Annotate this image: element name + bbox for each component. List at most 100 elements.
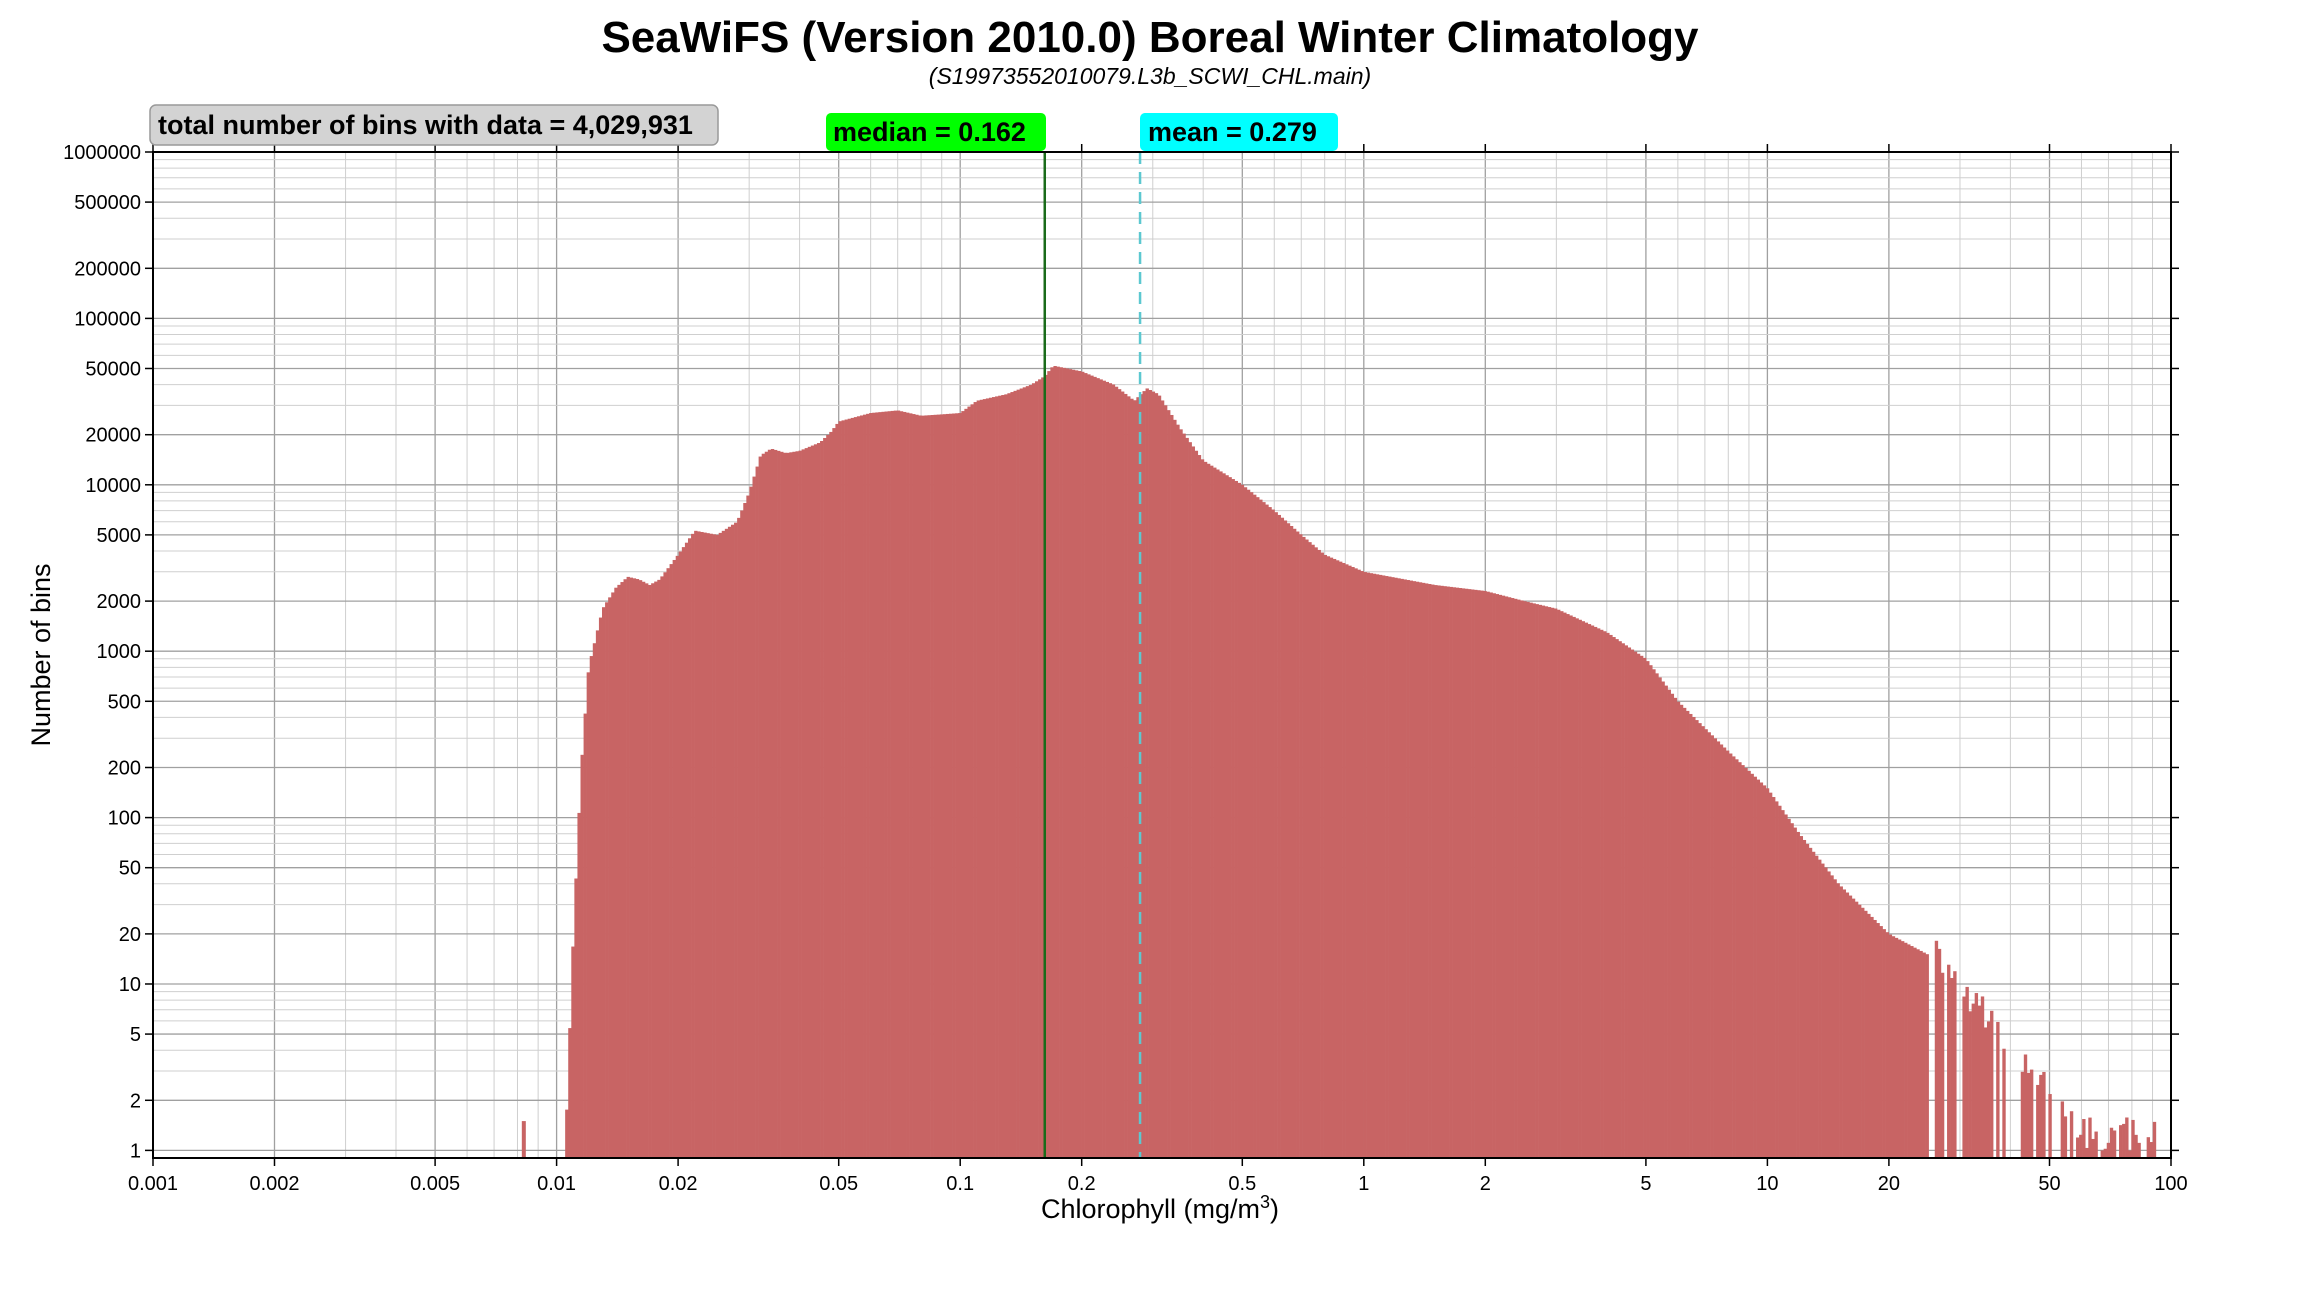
histogram-bar	[1286, 523, 1291, 1158]
histogram-bar	[1557, 609, 1561, 1158]
histogram-bar	[878, 412, 882, 1158]
histogram-bar	[1299, 534, 1303, 1158]
histogram-bar	[1259, 499, 1263, 1159]
histogram-bar	[915, 414, 919, 1158]
histogram-bar	[1759, 782, 1764, 1158]
histogram-bar	[1492, 593, 1496, 1158]
histogram-bar	[1854, 901, 1859, 1158]
y-tick-label: 500000	[74, 192, 141, 214]
histogram-bar	[1428, 584, 1432, 1158]
histogram-bar	[1185, 437, 1189, 1158]
histogram-bar	[1339, 561, 1343, 1158]
histogram-bar	[1704, 729, 1708, 1158]
histogram-bar	[1449, 586, 1453, 1158]
histogram-bar	[1507, 597, 1512, 1158]
histogram-bar	[970, 404, 974, 1158]
histogram-bar	[1105, 381, 1109, 1158]
x-tick-label: 10	[1756, 1173, 1778, 1195]
histogram-bar	[2125, 1117, 2129, 1158]
histogram-bar	[1913, 947, 1917, 1158]
histogram-bar	[1403, 579, 1407, 1158]
reference-lines	[1043, 152, 1142, 1158]
histogram-bar	[1553, 608, 1558, 1158]
histogram-bar	[1271, 509, 1275, 1158]
histogram-bar	[638, 580, 643, 1158]
histogram-bar	[1471, 589, 1475, 1158]
histogram-bar	[761, 453, 766, 1158]
histogram-bar	[1397, 578, 1401, 1158]
y-tick-label: 5000	[97, 525, 142, 547]
histogram-bar	[1197, 455, 1202, 1158]
y-tick-label: 100000	[74, 308, 141, 330]
histogram-bar	[1787, 818, 1791, 1158]
y-tick-label: 100	[108, 808, 141, 830]
x-tick-label: 0.002	[249, 1173, 299, 1195]
total-bins-label: total number of bins with data = 4,029,9…	[158, 110, 693, 140]
histogram-bar	[2146, 1137, 2151, 1158]
histogram-bar	[1772, 797, 1776, 1158]
median-box-background	[826, 113, 1046, 151]
histogram-bar	[887, 411, 891, 1159]
histogram-bar	[780, 451, 784, 1158]
x-tick-label: 0.02	[659, 1173, 698, 1195]
histogram-bar	[1145, 388, 1149, 1159]
histogram-bar	[1646, 661, 1650, 1158]
histogram-bar	[856, 416, 861, 1158]
histogram-bar	[1603, 631, 1607, 1158]
histogram-bar	[632, 578, 637, 1158]
histogram-bar	[669, 564, 673, 1158]
histogram-bar	[2079, 1134, 2083, 1158]
histogram-bar	[1031, 383, 1036, 1159]
histogram-bar	[789, 452, 793, 1158]
histogram-bar	[930, 415, 934, 1158]
histogram-bar	[1986, 1021, 1991, 1158]
histogram-bar	[1219, 471, 1223, 1159]
histogram-bar	[1102, 380, 1106, 1158]
histogram-bar	[1421, 582, 1426, 1158]
histogram-bar	[1698, 723, 1702, 1158]
histogram-bar	[1563, 612, 1567, 1158]
histogram-bar	[1154, 393, 1159, 1158]
histogram-bar	[709, 533, 713, 1158]
histogram-bar	[1409, 580, 1414, 1158]
histogram-bar	[1391, 577, 1395, 1158]
histogram-bar	[623, 579, 627, 1158]
histogram-bar	[2131, 1119, 2135, 1158]
histogram-bar	[1458, 588, 1463, 1158]
histogram-bar	[675, 555, 680, 1158]
histogram-bar	[801, 449, 805, 1158]
histogram-bar	[1753, 776, 1757, 1158]
histogram-bar	[927, 415, 931, 1158]
histogram-bar	[1191, 446, 1195, 1158]
chart-title: SeaWiFS (Version 2010.0) Boreal Winter C…	[601, 13, 1699, 62]
histogram-bar	[1517, 599, 1521, 1158]
histogram-bar	[1615, 639, 1619, 1158]
histogram-bar	[648, 584, 652, 1158]
histogram-bar	[1087, 374, 1091, 1158]
histogram-bar	[1775, 801, 1779, 1158]
histogram-bar	[1013, 390, 1017, 1159]
histogram-bar	[1818, 859, 1822, 1158]
histogram-bar	[2128, 1150, 2132, 1158]
histogram-bar	[770, 449, 775, 1158]
histogram-bar	[1332, 558, 1337, 1158]
histogram-bar	[1848, 895, 1853, 1158]
histogram-bar	[1618, 641, 1622, 1158]
histogram-bar	[1262, 502, 1266, 1159]
x-tick-label: 2	[1480, 1173, 1491, 1195]
histogram-bar	[1873, 919, 1877, 1158]
histogram-bar	[1418, 582, 1423, 1158]
histogram-bar	[589, 656, 594, 1158]
histogram-bar	[737, 517, 741, 1158]
histogram-bar	[1768, 792, 1773, 1158]
histogram-bar	[1277, 514, 1281, 1158]
histogram-bar	[884, 411, 888, 1159]
histogram-bar	[1342, 562, 1346, 1158]
histogram-bar	[841, 420, 845, 1159]
histogram-bar	[1535, 604, 1539, 1158]
histogram-bar	[743, 502, 747, 1158]
histogram-bar	[1305, 539, 1309, 1158]
histogram-bar	[1253, 494, 1257, 1159]
histogram-bar	[976, 400, 981, 1158]
histogram-bar	[1894, 937, 1899, 1158]
